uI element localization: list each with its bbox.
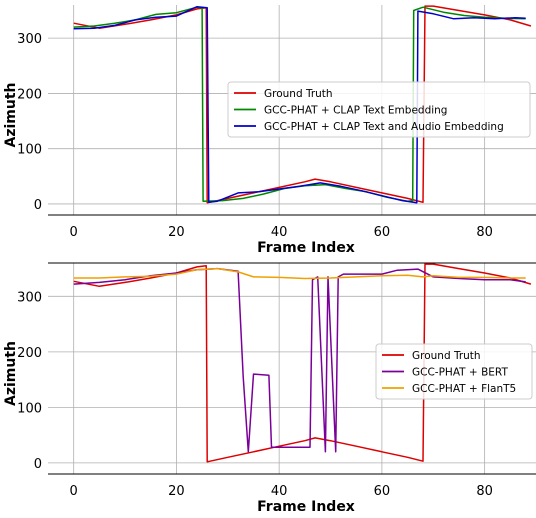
legend: Ground Truth GCC-PHAT + BERT GCC-PHAT + Fl… bbox=[375, 343, 533, 400]
chart-top: 0 20 40 60 80 0 100 200 300 Frame Index Azimuth Gro… bbox=[3, 5, 536, 256]
x-tick-label: 0 bbox=[70, 484, 78, 499]
x-axis-label: Frame Index bbox=[257, 240, 355, 256]
legend: Ground Truth GCC-PHAT + CLAP Text Embeddi… bbox=[227, 81, 531, 138]
y-tick-label: 300 bbox=[17, 32, 42, 47]
legend-entry-label: Ground Truth bbox=[264, 88, 333, 100]
legend-entry-label: Ground Truth bbox=[412, 350, 481, 362]
x-tick-label: 80 bbox=[476, 484, 493, 499]
x-tick-label: 40 bbox=[271, 225, 288, 240]
x-tick-label: 80 bbox=[476, 225, 493, 240]
series-line-3 bbox=[73, 5, 526, 204]
y-tick-label: 200 bbox=[17, 346, 42, 361]
y-tick-label: 0 bbox=[34, 457, 42, 472]
legend-entry-label: GCC-PHAT + BERT bbox=[412, 367, 508, 379]
y-tick-label: 100 bbox=[17, 143, 42, 158]
y-tick-label: 300 bbox=[17, 290, 42, 305]
chart-bottom: 0 20 40 60 80 0 100 200 300 Frame Index Azimuth Gro… bbox=[3, 262, 536, 515]
x-tick-label: 60 bbox=[374, 484, 391, 499]
x-tick-label: 40 bbox=[271, 484, 288, 499]
legend-entry-label: GCC-PHAT + CLAP Text and Audio Embedding bbox=[264, 121, 504, 133]
x-tick-label: 0 bbox=[70, 225, 78, 240]
legend-entry-label: GCC-PHAT + CLAP Text Embedding bbox=[264, 105, 447, 117]
legend-box bbox=[375, 343, 533, 400]
x-axis-label: Frame Index bbox=[257, 499, 355, 515]
y-axis-label: Azimuth bbox=[3, 341, 19, 406]
y-tick-label: 0 bbox=[34, 198, 42, 213]
y-axis-label: Azimuth bbox=[3, 83, 19, 148]
x-tick-label: 20 bbox=[168, 225, 185, 240]
y-tick-label: 100 bbox=[17, 401, 42, 416]
x-tick-label: 60 bbox=[374, 225, 391, 240]
y-tick-label: 200 bbox=[17, 87, 42, 102]
legend-box bbox=[227, 81, 531, 138]
x-tick-label: 20 bbox=[168, 484, 185, 499]
series-line-3 bbox=[73, 267, 526, 280]
legend-entry-label: GCC-PHAT + FlanT5 bbox=[412, 383, 516, 395]
